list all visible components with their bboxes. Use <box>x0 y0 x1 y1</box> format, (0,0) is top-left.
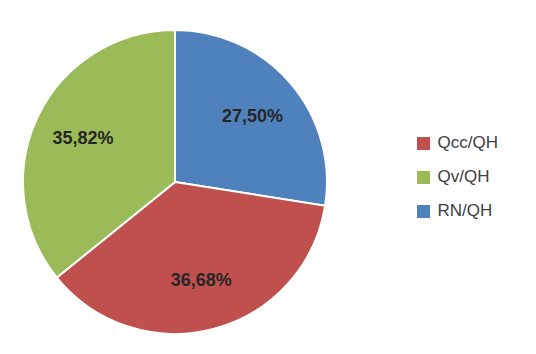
html-text:Qv/QH: Qv/QH <box>437 167 490 186</box>
html-text:Qcc/QH: Qcc/QH <box>437 133 498 152</box>
svg-text:35,82%: 35,82% <box>53 128 114 148</box>
svg-text:36,68%: 36,68% <box>171 270 232 290</box>
html-text:RN/QH: RN/QH <box>437 201 493 220</box>
svg-text:27,50%: 27,50% <box>222 106 283 126</box>
